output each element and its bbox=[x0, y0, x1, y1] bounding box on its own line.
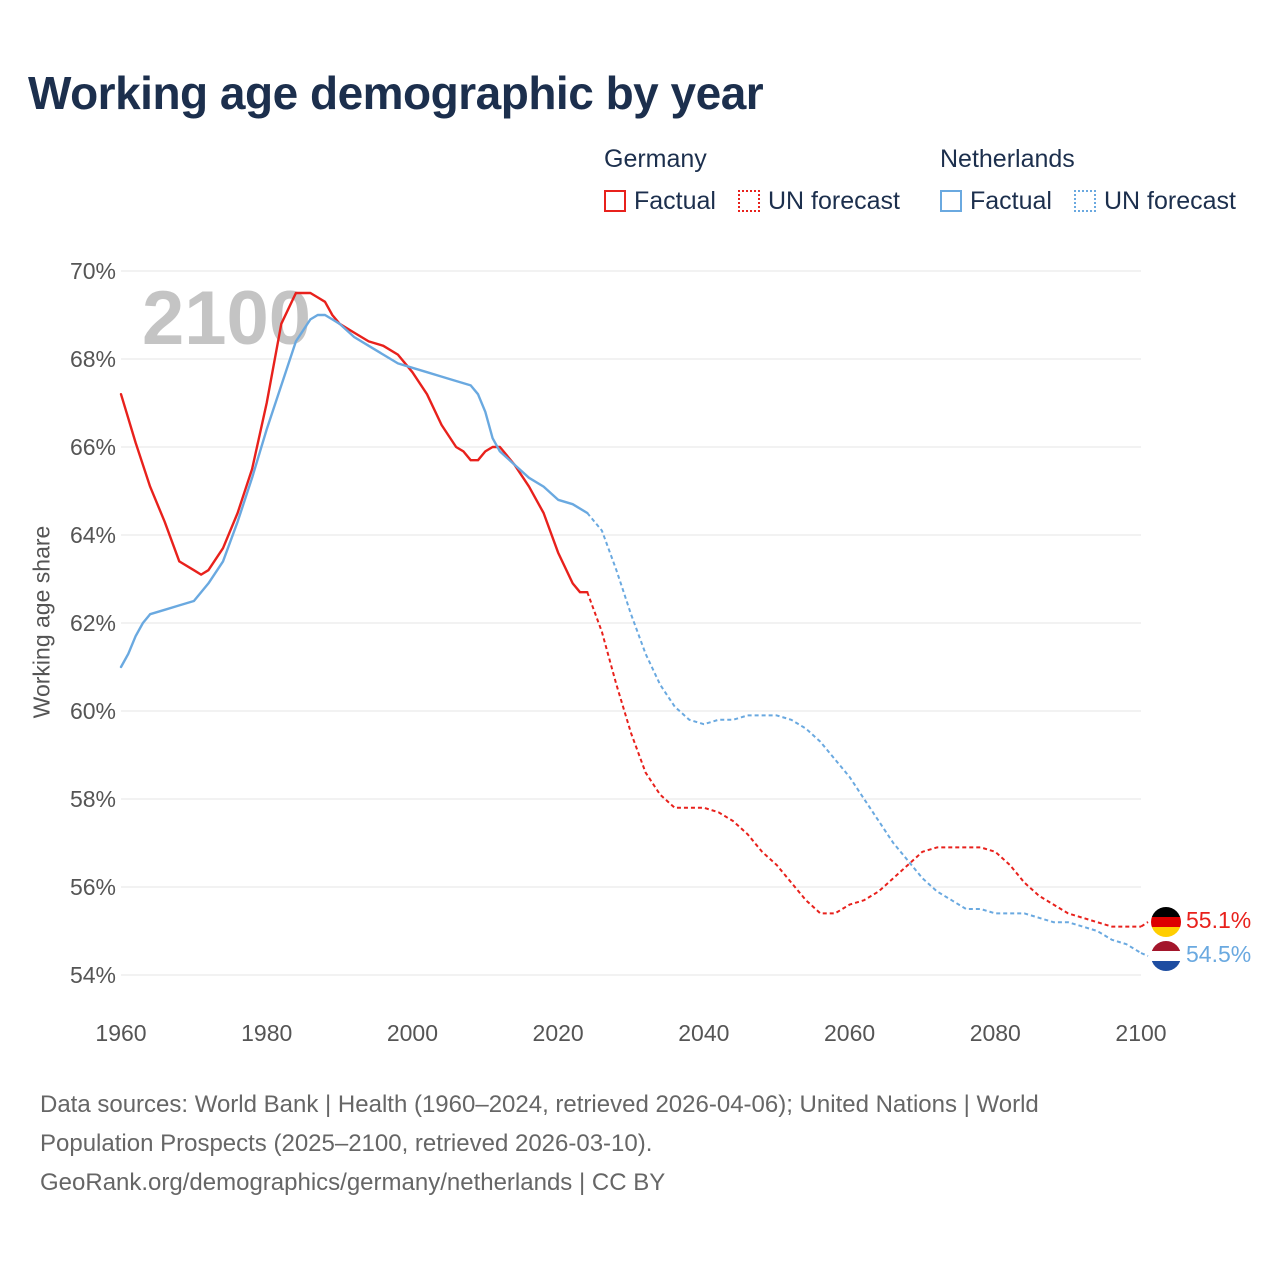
y-tick-label: 54% bbox=[70, 962, 116, 988]
series-line-germany-forecast[interactable] bbox=[586, 591, 1141, 928]
legend-swatch-solid-icon bbox=[604, 190, 626, 212]
y-tick-label: 70% bbox=[70, 258, 116, 284]
y-tick-label: 64% bbox=[70, 522, 116, 548]
legend-label: Factual bbox=[970, 186, 1052, 215]
x-tick-label: 2040 bbox=[678, 1020, 729, 1046]
y-tick-label: 68% bbox=[70, 346, 116, 372]
legend-germany-forecast[interactable]: UN forecast bbox=[738, 186, 900, 216]
germany-end-value: 55.1% bbox=[1186, 907, 1252, 933]
series-line-germany-factual[interactable] bbox=[119, 291, 589, 594]
series-line-netherlands-forecast[interactable] bbox=[586, 512, 1142, 954]
germany-flag-icon bbox=[1151, 907, 1181, 937]
legend-swatch-dotted-icon bbox=[738, 190, 760, 212]
x-tick-label: 1980 bbox=[241, 1020, 292, 1046]
x-tick-label: 2000 bbox=[387, 1020, 438, 1046]
x-tick-label: 2100 bbox=[1115, 1020, 1166, 1046]
series-line-netherlands-factual[interactable] bbox=[119, 313, 589, 669]
legend-swatch-solid-icon bbox=[940, 190, 962, 212]
legend-netherlands-factual[interactable]: Factual bbox=[940, 186, 1052, 216]
netherlands-flag-icon bbox=[1151, 941, 1181, 971]
legend-label: UN forecast bbox=[1104, 186, 1236, 215]
legend-label: UN forecast bbox=[768, 186, 900, 215]
chart-title: Working age demographic by year bbox=[28, 67, 764, 119]
footer-sources-line2: Population Prospects (2025–2100, retriev… bbox=[40, 1130, 653, 1157]
y-tick-label: 56% bbox=[70, 874, 116, 900]
footer-source-link[interactable]: GeoRank.org/demographics/germany/netherl… bbox=[40, 1169, 666, 1196]
end-connector bbox=[1140, 952, 1149, 957]
y-tick-label: 62% bbox=[70, 610, 116, 636]
x-tick-label: 2020 bbox=[533, 1020, 584, 1046]
legend-netherlands-forecast[interactable]: UN forecast bbox=[1074, 186, 1236, 216]
x-tick-label: 1960 bbox=[95, 1020, 146, 1046]
footer-sources-line1: Data sources: World Bank | Health (1960–… bbox=[40, 1091, 1039, 1118]
x-tick-label: 2060 bbox=[824, 1020, 875, 1046]
netherlands-end-value: 54.5% bbox=[1186, 941, 1252, 967]
legend-group-germany: Germany bbox=[604, 145, 707, 173]
y-tick-label: 60% bbox=[70, 698, 116, 724]
legend-group-netherlands: Netherlands bbox=[940, 145, 1075, 173]
legend-swatch-dotted-icon bbox=[1074, 190, 1096, 212]
legend-label: Factual bbox=[634, 186, 716, 215]
y-tick-label: 58% bbox=[70, 786, 116, 812]
x-tick-label: 2080 bbox=[970, 1020, 1021, 1046]
end-connector bbox=[1140, 921, 1149, 928]
y-tick-label: 66% bbox=[70, 434, 116, 460]
year-overlay: 2100 bbox=[142, 276, 311, 361]
line-chart: 54% 56% 58% 60% 62% 64% 66% 68% 70% 1960 1980 2000… bbox=[70, 258, 1181, 1046]
legend-germany-factual[interactable]: Factual bbox=[604, 186, 716, 216]
